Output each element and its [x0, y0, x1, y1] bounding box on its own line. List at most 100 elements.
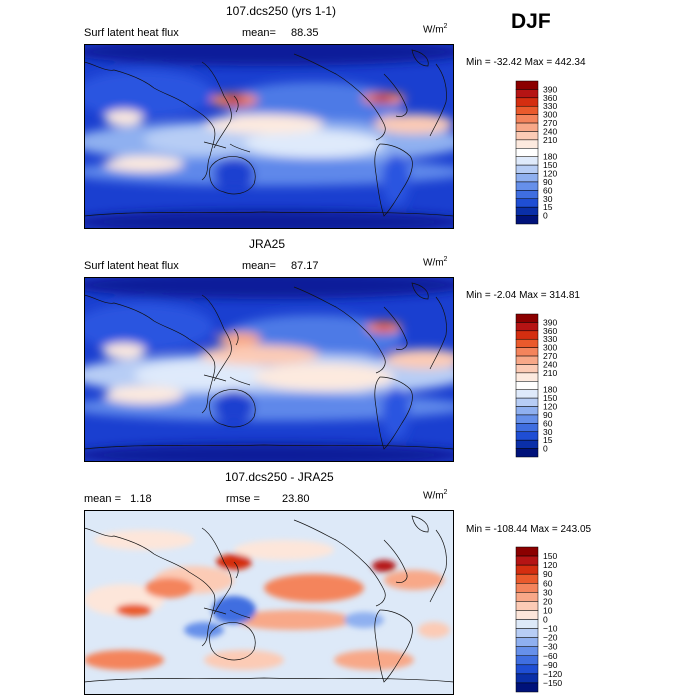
- colorbar-tick-label: 60: [543, 185, 553, 195]
- colorbar-tick-label: −60: [543, 651, 558, 661]
- colorbar-swatch: [515, 555, 539, 566]
- panel-2-stat-value: 87.17: [291, 260, 319, 272]
- colorbar-swatch: [515, 414, 539, 424]
- colorbar-tick-label: 210: [543, 135, 557, 145]
- colorbar-swatch: [515, 156, 539, 166]
- colorbar-tick-label: 15: [543, 202, 553, 212]
- colorbar-tick-label: 360: [543, 326, 557, 336]
- colorbar-tick-label: 10: [543, 605, 553, 615]
- panel-3-left-label: mean = 1.18: [84, 493, 152, 505]
- colorbar-swatch: [515, 313, 539, 323]
- panel-3-stat-value: 23.80: [282, 493, 310, 505]
- panel-3-map: [84, 510, 454, 695]
- panel-1-left-label: Surf latent heat flux: [84, 27, 179, 39]
- panel-2-map: [84, 277, 454, 462]
- panel-3-range: Min = -108.44 Max = 243.05: [466, 524, 592, 535]
- colorbar-tick-label: 150: [543, 393, 557, 403]
- colorbar-swatch: [515, 148, 539, 157]
- colorbar-tick-label: −120: [543, 669, 562, 679]
- colorbar-swatch: [515, 423, 539, 433]
- colorbar-swatch: [515, 164, 539, 174]
- colorbar-swatch: [515, 122, 539, 132]
- colorbar-tick-label: −90: [543, 660, 558, 670]
- colorbar-swatch: [515, 114, 539, 124]
- colorbar-swatch: [515, 139, 539, 149]
- colorbar-tick-label: 30: [543, 587, 553, 597]
- panel-1-units: W/m2: [423, 23, 448, 36]
- colorbar-tick-label: 330: [543, 101, 557, 111]
- panel-3-title: 107.dcs250 - JRA25: [225, 470, 334, 484]
- colorbar-tick-label: 0: [543, 615, 548, 625]
- colorbar-swatch: [515, 397, 539, 407]
- colorbar-swatch: [515, 173, 539, 183]
- colorbar-tick-label: 60: [543, 418, 553, 428]
- panel-3-stat-label: rmse =: [226, 493, 260, 505]
- colorbar-swatch: [515, 682, 539, 693]
- colorbar-swatch: [515, 448, 539, 458]
- colorbar-tick-label: 15: [543, 435, 553, 445]
- panel-1-stat-value: 88.35: [291, 27, 319, 39]
- panel-2-range: Min = -2.04 Max = 314.81: [466, 290, 580, 301]
- panel-2-title: JRA25: [249, 237, 286, 251]
- colorbar-tick-label: 360: [543, 93, 557, 103]
- colorbar-swatch: [515, 347, 539, 357]
- panel-1-map: [84, 44, 454, 229]
- colorbar-tick-label: 300: [543, 343, 557, 353]
- colorbar-tick-label: 180: [543, 385, 557, 395]
- colorbar-swatch: [515, 322, 539, 332]
- colorbar-swatch: [515, 389, 539, 399]
- colorbar-tick-label: 270: [543, 118, 557, 128]
- colorbar-swatch: [515, 601, 539, 611]
- colorbar-tick-label: 180: [543, 152, 557, 162]
- season-title: DJF: [511, 10, 551, 33]
- colorbar-swatch: [515, 439, 539, 449]
- colorbar-tick-label: 60: [543, 578, 553, 588]
- colorbar-swatch: [515, 673, 539, 684]
- colorbar-swatch: [515, 105, 539, 115]
- colorbar-tick-label: 30: [543, 427, 553, 437]
- colorbar-swatch: [515, 431, 539, 441]
- colorbar-tick-label: 0: [543, 211, 548, 221]
- colorbar-swatch: [515, 97, 539, 107]
- colorbar-tick-label: 240: [543, 126, 557, 136]
- colorbar-tick-label: 390: [543, 84, 557, 94]
- colorbar-swatch: [515, 381, 539, 390]
- colorbar-tick-label: 390: [543, 317, 557, 327]
- colorbar-tick-label: −10: [543, 624, 558, 634]
- colorbar-tick-label: 90: [543, 569, 553, 579]
- panel-1-stat-label: mean=: [242, 27, 276, 39]
- colorbar-swatch: [515, 406, 539, 416]
- colorbar-tick-label: 120: [543, 402, 557, 412]
- colorbar-tick-label: 90: [543, 177, 553, 187]
- colorbar-swatch: [515, 583, 539, 593]
- colorbar-tick-label: −20: [543, 633, 558, 643]
- colorbar-swatch: [515, 372, 539, 382]
- colorbar-swatch: [515, 89, 539, 99]
- panel-3-units: W/m2: [423, 489, 448, 502]
- colorbar-swatch: [515, 655, 539, 666]
- colorbar-tick-label: −150: [543, 678, 562, 688]
- colorbar-swatch: [515, 564, 539, 575]
- colorbar-swatch: [515, 131, 539, 141]
- colorbar-swatch: [515, 364, 539, 374]
- colorbar-swatch: [515, 664, 539, 675]
- colorbar-swatch: [515, 628, 539, 638]
- colorbar-swatch: [515, 592, 539, 602]
- colorbar-swatch: [515, 573, 539, 584]
- colorbar-swatch: [515, 546, 539, 557]
- colorbar-tick-label: 210: [543, 368, 557, 378]
- colorbar-swatch: [515, 206, 539, 216]
- panel-2-stat-label: mean=: [242, 260, 276, 272]
- colorbar-tick-label: 90: [543, 410, 553, 420]
- colorbar-tick-label: 150: [543, 551, 557, 561]
- colorbar-tick-label: 20: [543, 596, 553, 606]
- colorbar-swatch: [515, 80, 539, 90]
- colorbar-swatch: [515, 190, 539, 200]
- colorbar-swatch: [515, 610, 539, 620]
- colorbar-tick-label: 120: [543, 560, 557, 570]
- colorbar-swatch: [515, 215, 539, 225]
- colorbar-swatch: [515, 198, 539, 208]
- panel-2-left-label: Surf latent heat flux: [84, 260, 179, 272]
